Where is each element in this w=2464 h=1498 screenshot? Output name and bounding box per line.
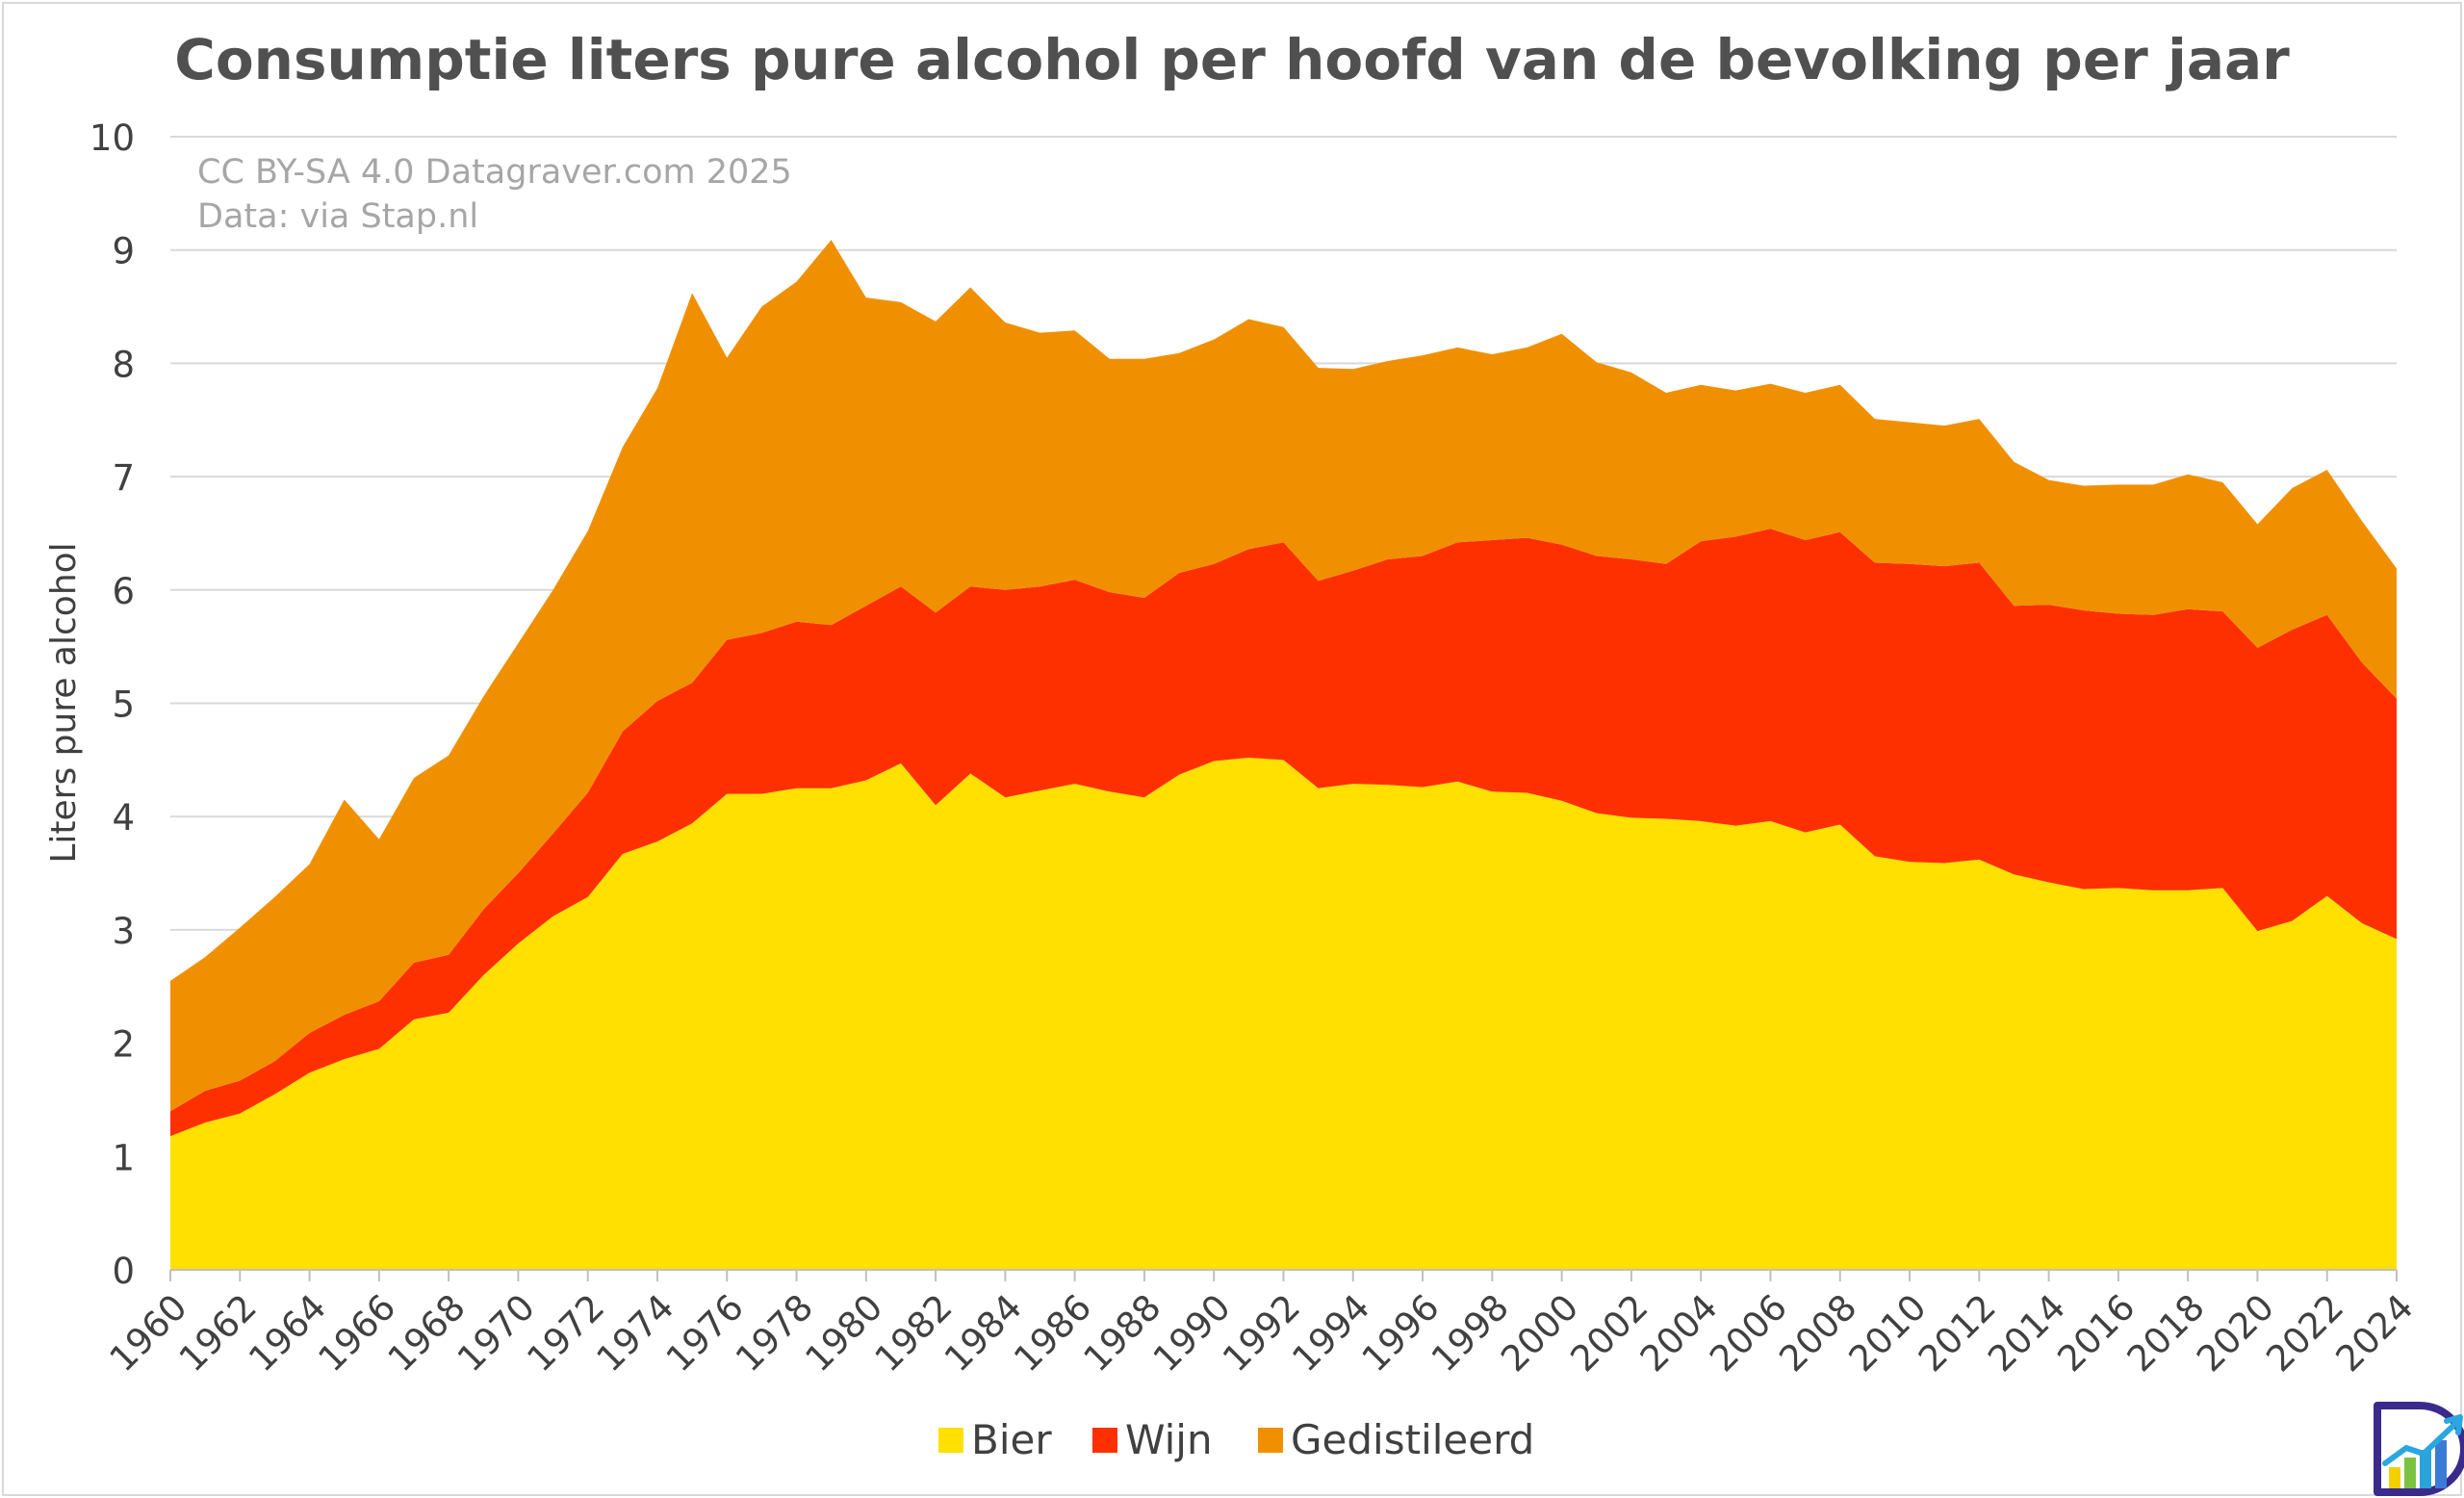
credit-license: CC BY-SA 4.0 Datagraver.com 2025 — [197, 153, 792, 192]
y-tick-label: 5 — [112, 684, 135, 726]
y-tick-label: 0 — [112, 1251, 135, 1292]
area-gedistileerd — [170, 240, 2397, 1112]
legend-label: Wijn — [1125, 1416, 1213, 1463]
legend-item-wijn: Wijn — [1092, 1416, 1213, 1463]
y-tick-label: 7 — [112, 457, 135, 499]
legend-swatch — [938, 1428, 963, 1453]
y-tick-label: 10 — [90, 117, 135, 159]
legend-item-gedistileerd: Gedistileerd — [1258, 1416, 1534, 1463]
y-axis-label: Liters pure alcohol — [44, 542, 84, 863]
y-axis: 0 1 2 3 4 5 6 7 8 9 10 — [90, 117, 135, 1292]
y-tick-label: 6 — [112, 571, 135, 612]
legend-item-bier: Bier — [938, 1416, 1052, 1463]
y-tick-label: 4 — [112, 797, 135, 839]
area-bier — [170, 758, 2397, 1270]
y-tick-label: 1 — [112, 1137, 135, 1178]
legend-label: Gedistileerd — [1291, 1416, 1534, 1463]
datagraver-logo — [2374, 1402, 2464, 1496]
credit-source: Data: via Stap.nl — [197, 197, 478, 236]
legend-swatch — [1258, 1428, 1283, 1453]
y-tick-label: 8 — [112, 344, 135, 385]
area-wijn — [170, 529, 2397, 1137]
y-tick-label: 9 — [112, 231, 135, 272]
plot-area — [170, 240, 2397, 1270]
legend-label: Bier — [971, 1416, 1052, 1463]
y-tick-label: 3 — [112, 911, 135, 952]
y-tick-label: 2 — [112, 1024, 135, 1066]
legend: Bier Wijn Gedistileerd — [938, 1416, 1534, 1463]
chart-title: Consumptie liters pure alcohol per hoofd… — [174, 27, 2290, 92]
legend-swatch — [1092, 1428, 1117, 1453]
